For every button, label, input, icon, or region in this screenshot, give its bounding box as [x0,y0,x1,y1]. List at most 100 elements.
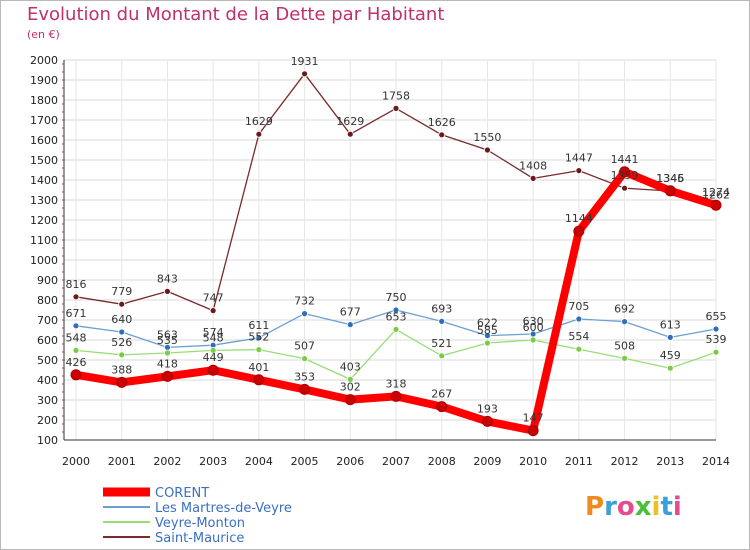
x-tick-label: 2012 [611,455,639,468]
x-tick-label: 2003 [199,455,227,468]
data-point [575,315,583,323]
data-label: 705 [568,300,589,313]
y-tick-label: 300 [37,394,58,407]
data-label: 732 [294,295,315,308]
data-label: 750 [386,291,407,304]
data-label: 692 [614,303,635,316]
data-point [619,166,631,178]
data-label: 507 [294,340,315,353]
y-tick-label: 2000 [30,54,58,67]
data-point [209,346,217,354]
data-point [712,348,720,356]
proxiti-logo: Proxiti [585,492,682,522]
data-point [621,184,628,192]
data-point [575,345,583,353]
data-label: 1262 [702,189,730,202]
data-label: 548 [66,331,87,344]
data-label: 1144 [565,212,593,225]
data-label: 640 [111,313,132,326]
x-tick-label: 2009 [473,455,501,468]
data-label: 600 [523,321,544,334]
data-label: 1408 [519,159,547,172]
data-point [70,369,82,381]
data-label: 554 [568,330,589,343]
x-tick-label: 2007 [382,455,410,468]
data-label: 508 [614,339,635,352]
x-tick-label: 2014 [702,455,730,468]
x-tick-label: 2008 [428,455,456,468]
y-tick-label: 200 [37,414,58,427]
data-point [666,333,674,341]
data-point [299,383,311,395]
data-label: 526 [111,336,132,349]
data-point [118,328,126,336]
data-point [253,374,265,386]
data-labels-layer: 816 779 843 747 1629 1931 1629 1758 1626 1550 1408… [66,55,731,425]
data-label: 147 [523,412,544,425]
data-point [575,167,583,175]
data-point [164,349,171,357]
data-point [621,318,628,326]
data-point [116,376,128,388]
data-point [392,325,400,333]
y-tick-label: 500 [37,354,58,367]
axes: 100 200 300 400 500 600 700 800 900 1000 1100 1200 1… [30,54,730,468]
data-label: 1274 [702,186,730,199]
logo-letter: P [585,492,604,522]
chart-title: Evolution du Montant de la Dette par Hab… [27,4,445,25]
data-label: 1346 [656,172,684,185]
data-point [118,351,126,359]
legend-label: Veyre-Monton [155,516,245,531]
logo-letter: o [617,492,635,522]
y-tick-label: 1400 [30,174,58,187]
logo-letter: r [604,492,617,522]
logo-letter: x [635,492,652,522]
data-label: 459 [660,349,681,362]
data-label: 1359 [611,169,639,182]
data-point [346,130,354,138]
data-point [346,375,354,383]
data-label: 655 [706,310,727,323]
data-label: 539 [706,333,727,346]
data-label: 449 [203,351,224,364]
data-label: 779 [111,285,132,298]
data-point [344,394,356,406]
data-label: 816 [66,278,87,291]
y-tick-label: 900 [37,274,58,287]
data-label: 1550 [473,131,501,144]
data-label: 353 [294,370,315,383]
data-label: 426 [66,356,87,369]
data-point [621,354,628,362]
data-point [390,390,402,402]
data-point [72,322,80,330]
data-point [529,336,537,344]
y-tick-label: 1700 [30,114,58,127]
data-label: 630 [523,315,544,328]
y-tick-label: 1200 [30,214,58,227]
logo-letter: t [660,492,672,522]
data-label: 1447 [565,152,593,165]
y-tick-label: 1300 [30,194,58,207]
x-tick-label: 2013 [656,455,684,468]
data-point [164,287,171,295]
chart-subtitle: (en €) [27,28,60,41]
logo-letter: i [652,492,661,522]
data-label: 613 [660,318,681,331]
data-point [72,346,80,354]
y-tick-label: 800 [37,294,58,307]
x-tick-label: 2000 [62,455,90,468]
y-tick-label: 1900 [30,74,58,87]
data-point [529,174,537,182]
data-label: 318 [386,377,407,390]
x-tick-label: 2001 [108,455,136,468]
data-point [438,131,446,139]
data-label: 677 [340,306,361,319]
data-point [712,325,720,333]
data-point [392,306,400,314]
y-tick-label: 100 [37,434,58,447]
data-label: 1629 [245,115,273,128]
data-point [666,364,674,372]
data-label: 521 [431,337,452,350]
